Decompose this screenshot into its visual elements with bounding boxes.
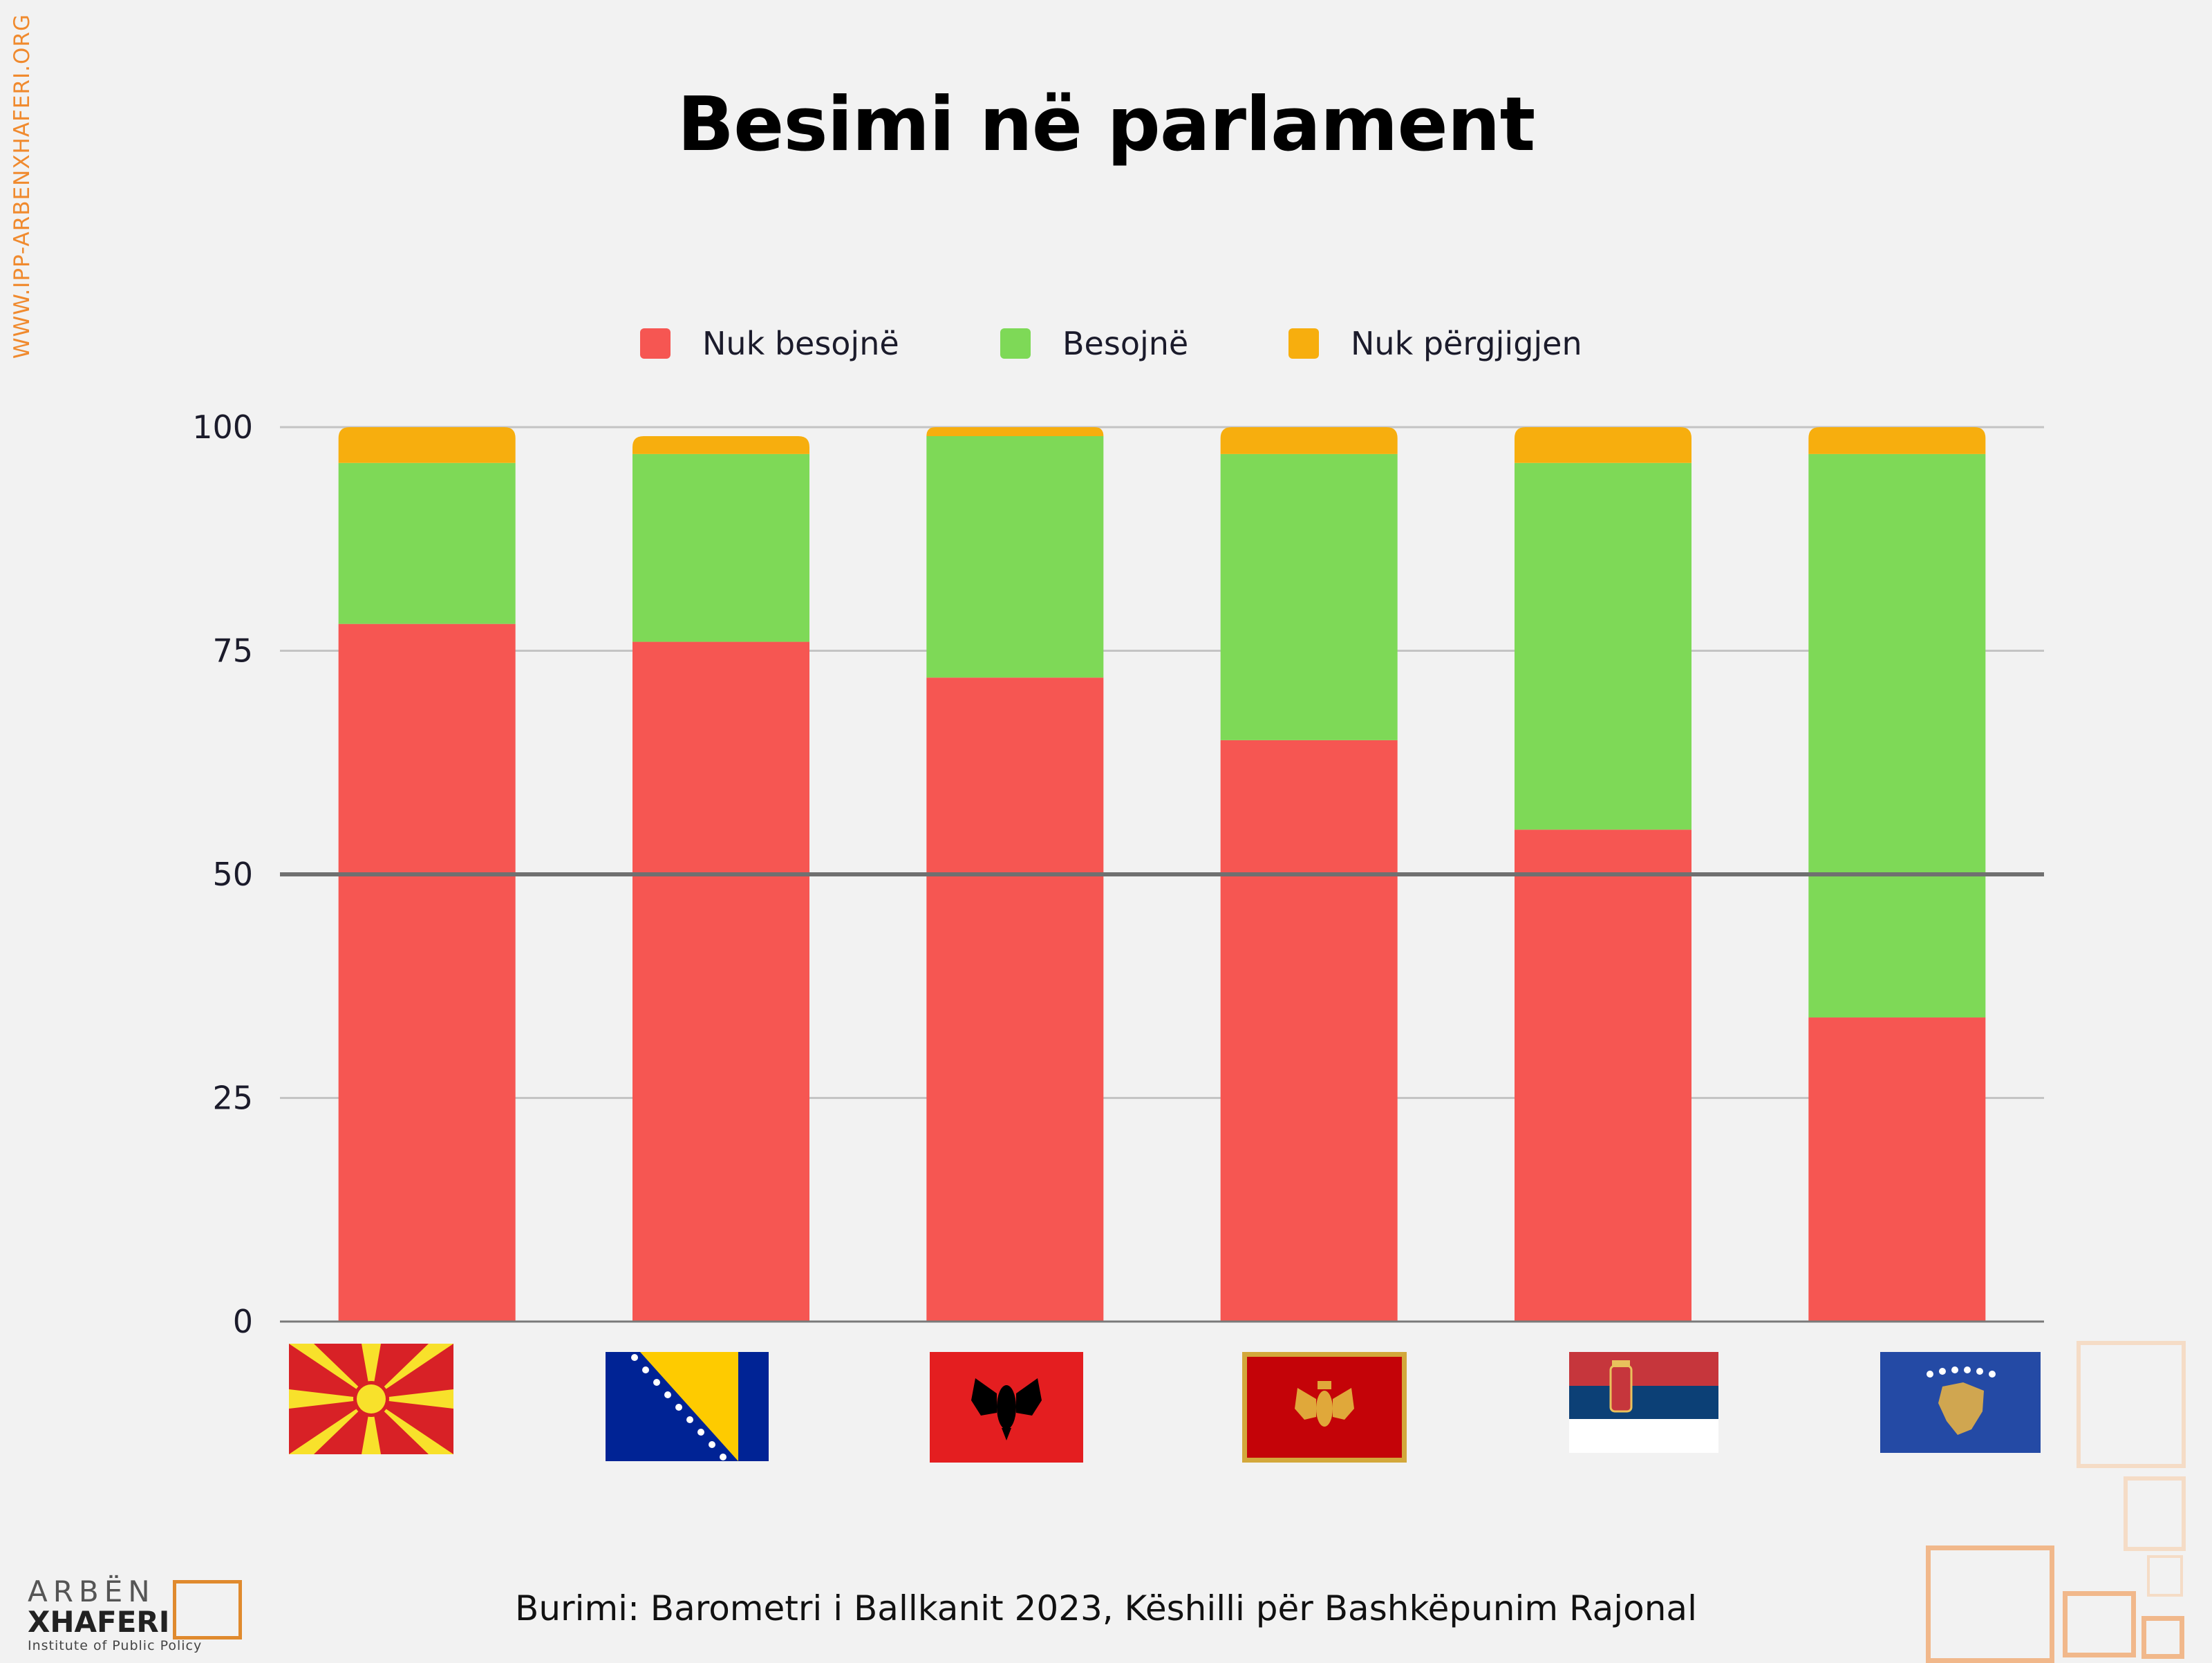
logo-line-3: Institute of Public Policy [28,1638,203,1653]
bar-besojn--2 [632,453,809,642]
bar-nuk-besojn--6 [1808,1017,1986,1322]
decorative-square [2147,1555,2183,1597]
bar-besojn--3 [926,435,1104,678]
bar-nuk-p-rgjigjen-5 [1515,427,1691,463]
north-macedonia-flag-icon [289,1344,453,1454]
chart-title: Besimi në parlament [677,82,1535,168]
montenegro-flag-icon [1242,1352,1407,1463]
y-tick-label: 75 [212,632,253,670]
legend-swatch-distrust [640,328,671,359]
legend-item-distrust: Nuk besojnë [640,325,899,362]
bar-nuk-p-rgjigjen-6 [1808,427,1986,454]
bar-nuk-besojn--1 [338,623,516,1322]
y-tick-label: 25 [212,1080,253,1117]
bar-nuk-p-rgjigjen-3 [926,427,1104,436]
kosovo-flag-icon [1880,1352,2041,1453]
legend-label-no-answer: Nuk përgjigjen [1351,325,1582,362]
bar-nuk-besojn--2 [632,641,809,1322]
bar-nuk-besojn--5 [1515,829,1691,1322]
legend-item-no-answer: Nuk përgjigjen [1288,325,1582,362]
bar-nuk-besojn--4 [1220,740,1398,1322]
decorative-square [2141,1616,2184,1659]
bar-chart: 0 25 50 75 100 [192,408,2044,1340]
logo-line-1: ARBËN [28,1575,156,1608]
legend: Nuk besojnë Besojnë Nuk përgjigjen [0,325,2212,366]
y-tick-label: 0 [233,1303,253,1340]
bar-besojn--4 [1220,453,1398,740]
decorative-square [2124,1476,2186,1551]
source-note: Burimi: Barometri i Ballkanit 2023, Kësh… [515,1588,1697,1628]
legend-swatch-trust [1000,328,1031,359]
bar-nuk-p-rgjigjen-2 [632,435,809,454]
decorative-square [2063,1591,2136,1657]
y-tick-label: 100 [192,408,253,446]
bar-nuk-p-rgjigjen-4 [1220,427,1398,454]
y-tick-label: 50 [212,856,253,893]
bar-nuk-besojn--3 [926,677,1104,1322]
legend-swatch-no-answer [1288,328,1319,359]
decorative-square [1926,1545,2054,1663]
legend-label-trust: Besojnë [1062,325,1189,362]
legend-item-trust: Besojnë [1000,325,1188,362]
bosnia-flag-icon [606,1352,769,1461]
logo-line-2: XHAFERI [28,1605,170,1639]
decorative-square [2077,1341,2186,1468]
logo-signature-box [173,1580,242,1639]
logo: ARBËN XHAFERI Institute of Public Policy [28,1575,242,1653]
bar-besojn--1 [338,462,516,624]
serbia-flag-icon [1569,1352,1718,1453]
bar-nuk-p-rgjigjen-1 [338,427,516,463]
bar-besojn--5 [1515,462,1691,830]
legend-label-distrust: Nuk besojnë [702,325,899,362]
bar-besojn--6 [1808,453,1986,1018]
albania-flag-icon [930,1352,1083,1463]
